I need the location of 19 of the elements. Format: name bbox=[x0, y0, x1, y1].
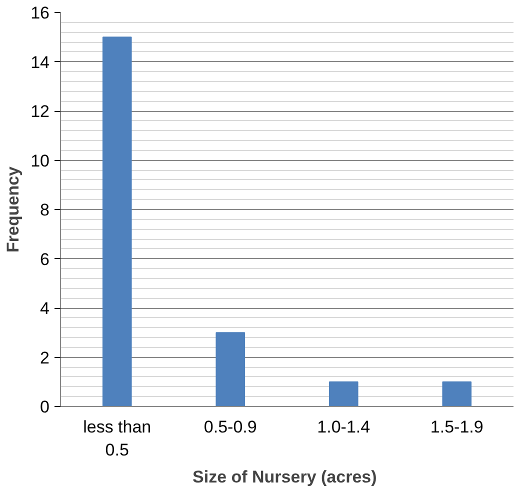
y-tick-label: 8 bbox=[40, 200, 50, 220]
x-tick-label: 1.5-1.9 bbox=[430, 418, 484, 436]
y-tick-label: 2 bbox=[40, 348, 50, 368]
bar bbox=[102, 36, 132, 406]
bar bbox=[442, 381, 472, 406]
y-tick-label: 4 bbox=[40, 299, 50, 318]
bar bbox=[328, 381, 358, 406]
y-tick-label: 16 bbox=[30, 4, 50, 22]
y-tick-label: 12 bbox=[30, 102, 50, 121]
y-tick-label: 6 bbox=[40, 250, 50, 269]
x-tick-label: less than 0.5 bbox=[83, 418, 152, 460]
x-axis-title: Size of Nursery (acres) bbox=[192, 467, 377, 486]
y-tick-label: 14 bbox=[30, 52, 50, 72]
y-tick-label: 10 bbox=[30, 151, 50, 170]
y-axis-title: Frequency bbox=[4, 166, 23, 252]
x-tick-label: 1.0-1.4 bbox=[317, 418, 370, 436]
x-tick-label: 0.5-0.9 bbox=[204, 418, 257, 436]
y-tick-label: 0 bbox=[40, 398, 50, 416]
bar bbox=[216, 332, 246, 406]
